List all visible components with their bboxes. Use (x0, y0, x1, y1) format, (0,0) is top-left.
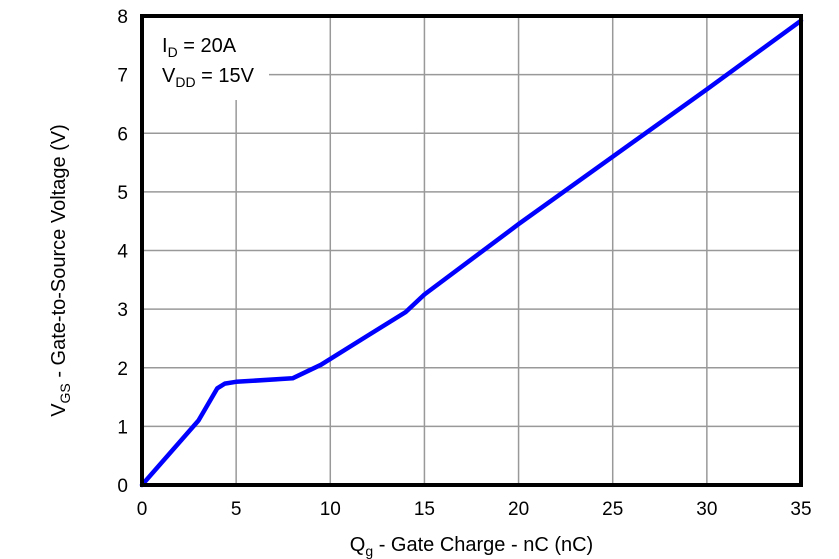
x-tick-label: 5 (231, 499, 242, 520)
x-tick-label: 0 (137, 499, 148, 520)
x-tick-label: 25 (602, 499, 623, 520)
y-axis-ticks: 0 1 2 3 4 5 6 7 8 (117, 7, 128, 497)
y-tick-label: 7 (117, 66, 128, 87)
y-tick-label: 8 (117, 7, 128, 28)
y-tick-label: 4 (117, 242, 128, 263)
x-tick-label: 15 (414, 499, 435, 520)
y-tick-label: 1 (117, 417, 128, 438)
x-tick-label: 30 (696, 499, 717, 520)
x-tick-label: 35 (790, 499, 811, 520)
x-axis-label: Qg - Gate Charge - nC (nC) (350, 534, 593, 559)
x-tick-label: 20 (508, 499, 529, 520)
annotation-text: VDD = 15V (162, 65, 255, 90)
x-tick-label: 10 (320, 499, 341, 520)
y-tick-label: 6 (117, 124, 128, 145)
y-tick-label: 2 (117, 359, 128, 380)
y-tick-label: 0 (117, 476, 128, 497)
grid-lines (142, 16, 801, 485)
y-tick-label: 5 (117, 183, 128, 204)
annotation-text: ID = 20A (162, 35, 237, 60)
annotation-box: ID = 20A VDD = 15V (144, 18, 269, 128)
annotation-background-2 (144, 18, 234, 128)
y-axis-label: VGS - Gate-to-Source Voltage (V) (48, 124, 73, 417)
y-tick-label: 3 (117, 300, 128, 321)
vgs-curve (139, 18, 804, 488)
x-axis-ticks: 0 5 10 15 20 25 30 35 (137, 499, 812, 520)
plot-frame (140, 14, 803, 487)
